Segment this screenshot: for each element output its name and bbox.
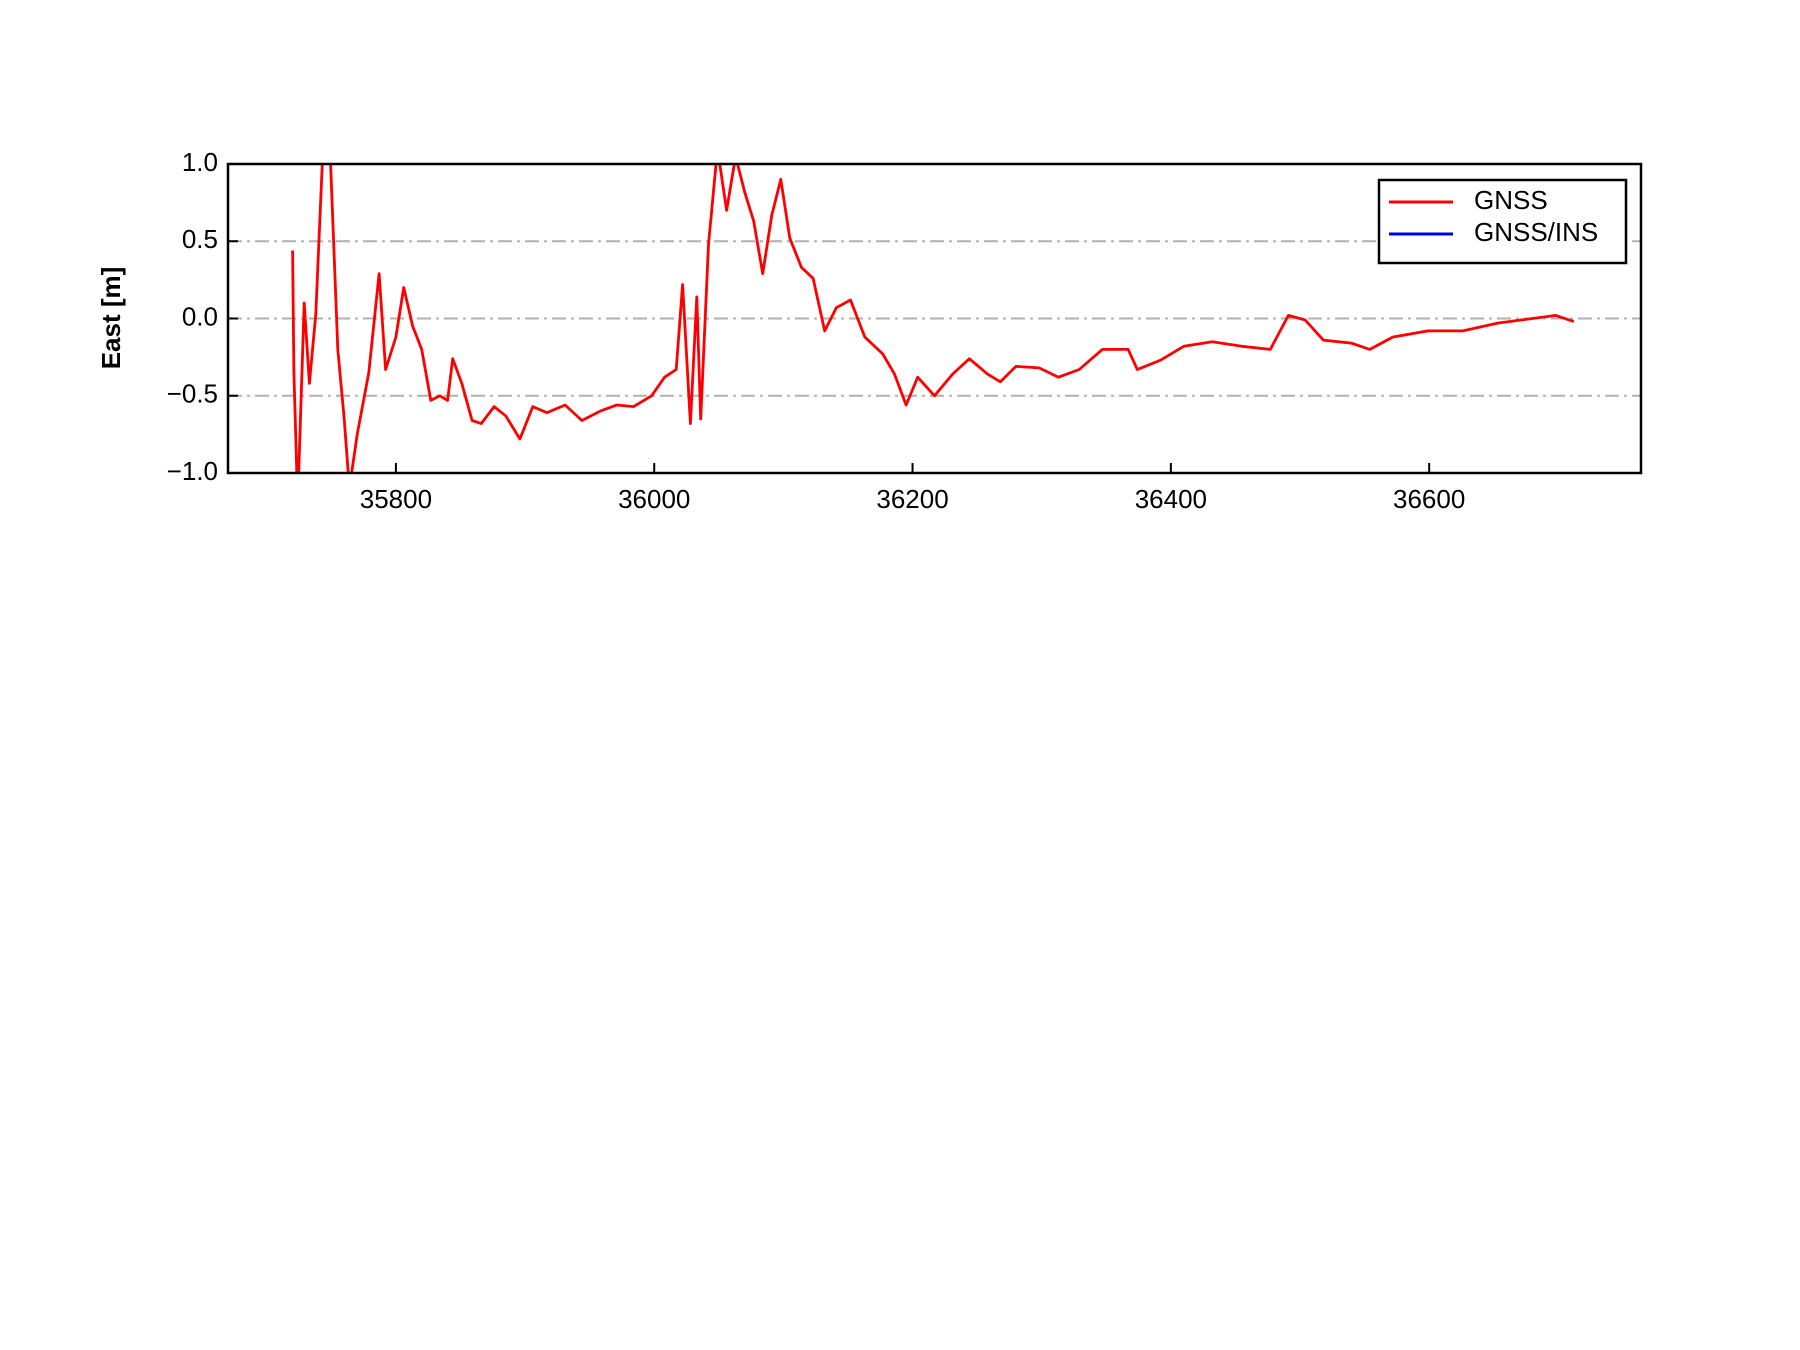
x-tick-label: 36400 (1135, 484, 1207, 514)
legend-label: GNSS/INS (1474, 217, 1598, 247)
series-line (291, 164, 1575, 473)
y-tick-label: 0.5 (182, 224, 218, 254)
y-tick-label: 0.0 (182, 301, 218, 331)
y-axis-label: East [m] (96, 267, 126, 370)
x-tick-label: 36600 (1393, 484, 1465, 514)
y-tick-label: −1.0 (167, 456, 218, 486)
plot-area (291, 164, 1575, 473)
legend-box (1377, 178, 1628, 265)
legend-label: GNSS (1474, 185, 1548, 215)
x-tick-label: 35800 (360, 484, 432, 514)
plot-frame (226, 162, 1643, 475)
x-tick-label: 36000 (618, 484, 690, 514)
y-tick-label: 1.0 (182, 147, 218, 177)
x-tick-label: 36200 (876, 484, 948, 514)
y-tick-label: −0.5 (167, 379, 218, 409)
